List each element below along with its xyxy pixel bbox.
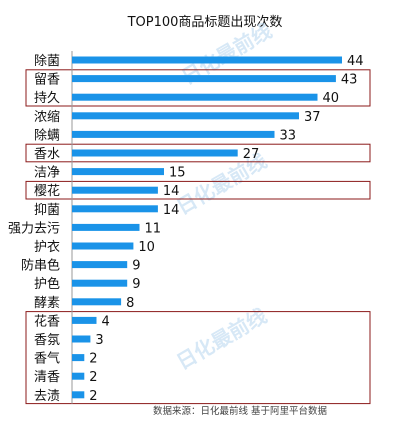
category-label: 花香: [34, 313, 60, 329]
value-label: 4: [102, 314, 110, 329]
category-labels: 除菌留香持久浓缩除螨香水洁净樱花抑菌强力去污护衣防串色护色酵素花香香氛香气清香去…: [8, 54, 60, 404]
value-label: 15: [169, 166, 186, 181]
bar: [72, 335, 91, 343]
value-label: 14: [163, 184, 180, 199]
bar: [72, 372, 85, 380]
bar: [72, 93, 318, 101]
value-label: 27: [243, 147, 260, 162]
bar: [72, 391, 85, 399]
value-label: 11: [145, 221, 162, 236]
highlight-box: [25, 143, 371, 163]
category-label: 洁净: [34, 166, 60, 181]
bar: [72, 316, 97, 324]
value-label: 3: [95, 333, 103, 348]
category-label: 酵素: [34, 296, 60, 311]
bar: [72, 130, 275, 138]
highlight-boxes: [25, 69, 371, 405]
value-label: 33: [280, 128, 297, 143]
category-label: 浓缩: [34, 109, 60, 125]
value-label: 9: [132, 277, 140, 292]
category-label: 强力去污: [8, 221, 60, 236]
highlight-box: [25, 180, 371, 200]
bar: [72, 168, 164, 176]
category-label: 持久: [34, 91, 60, 106]
value-label: 44: [347, 54, 364, 69]
bar: [72, 205, 158, 213]
value-label: 9: [132, 259, 140, 274]
category-label: 留香: [34, 73, 60, 88]
watermark-text: 日化最前线: [172, 304, 271, 375]
bar: [72, 112, 299, 120]
category-label: 除螨: [34, 128, 60, 143]
value-label: 2: [89, 370, 97, 385]
bars-layer: [72, 56, 342, 399]
value-label: 8: [126, 296, 134, 311]
source-note: 数据来源：日化最前线 基于阿里平台数据: [153, 405, 328, 417]
category-label: 清香: [34, 370, 60, 385]
bar: [72, 223, 140, 231]
bar: [72, 354, 85, 362]
category-label: 香气: [34, 351, 60, 367]
bar: [72, 279, 128, 287]
bar: [72, 298, 122, 306]
value-label: 2: [89, 352, 97, 367]
category-label: 护衣: [34, 239, 60, 255]
value-label: 2: [89, 389, 97, 404]
category-label: 除菌: [34, 54, 60, 69]
category-label: 去渍: [34, 389, 60, 404]
category-label: 防串色: [21, 258, 60, 274]
category-label: 香水: [34, 147, 60, 162]
value-label: 14: [163, 203, 180, 218]
value-label: 10: [138, 240, 155, 255]
highlight-box: [25, 311, 371, 405]
bar: [72, 149, 238, 157]
bar: [72, 242, 134, 250]
bar: [72, 75, 336, 83]
highlight-box: [25, 69, 371, 107]
bar: [72, 186, 158, 194]
value-label: 37: [304, 110, 321, 125]
chart-title: TOP100商品标题出现次数: [127, 14, 283, 30]
value-label: 43: [341, 73, 358, 88]
bar: [72, 56, 342, 64]
category-label: 护色: [34, 276, 60, 292]
category-label: 抑菌: [34, 203, 60, 218]
bar: [72, 261, 128, 269]
category-label: 樱花: [34, 183, 60, 199]
value-label: 40: [323, 91, 340, 106]
category-label: 香氛: [34, 333, 60, 348]
